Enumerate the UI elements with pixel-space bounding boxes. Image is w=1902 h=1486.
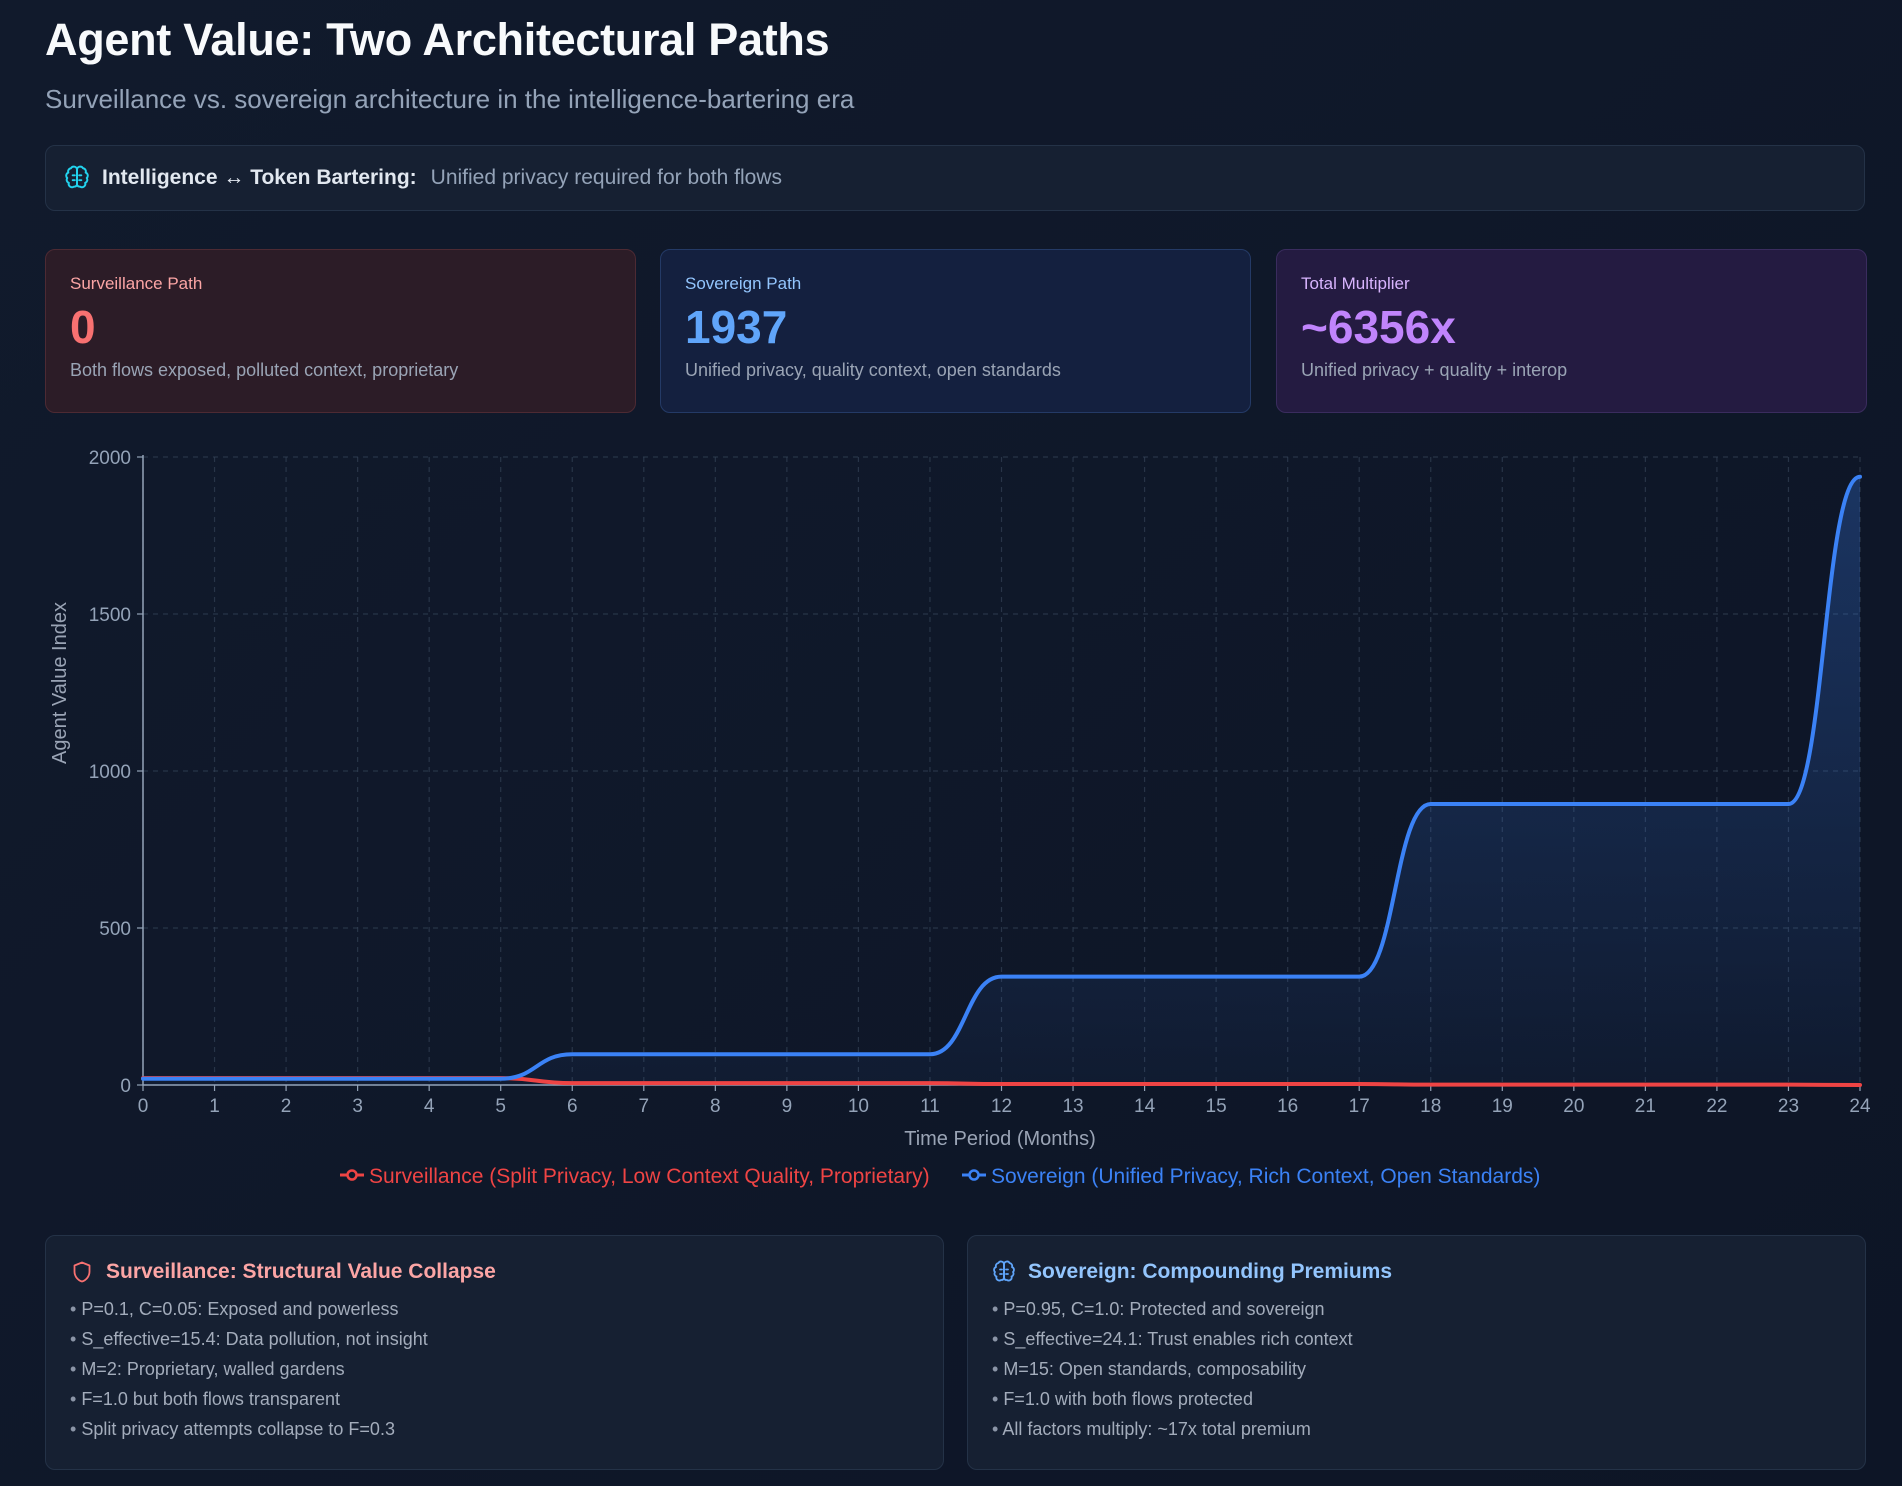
- surveillance-panel: Surveillance: Structural Value Collapse …: [45, 1235, 944, 1470]
- list-item: All factors multiply: ~17x total premium: [992, 1414, 1841, 1444]
- sovereign-series-line: [141, 474, 1862, 1081]
- list-item: S_effective=24.1: Trust enables rich con…: [992, 1324, 1841, 1354]
- list-item: Split privacy attempts collapse to F=0.3: [70, 1414, 919, 1444]
- x-tick-label: 10: [848, 1096, 869, 1117]
- x-tick-label: 3: [352, 1096, 363, 1117]
- x-tick-label: 24: [1849, 1096, 1871, 1117]
- banner-label: Intelligence ↔ Token Bartering:: [102, 166, 417, 189]
- sovereign-panel: Sovereign: Compounding Premiums P=0.95, …: [967, 1235, 1866, 1470]
- shield-icon: [70, 1260, 94, 1284]
- page-title: Agent Value: Two Architectural Paths: [45, 14, 830, 65]
- legend-dot-marker: [346, 1169, 358, 1181]
- y-tick-label: 1500: [89, 605, 131, 626]
- panel-title: Sovereign: Compounding Premiums: [1028, 1260, 1393, 1283]
- panel-title: Surveillance: Structural Value Collapse: [106, 1260, 496, 1283]
- card-value: 1937: [685, 301, 788, 353]
- legend-label: Sovereign (Unified Privacy, Rich Context…: [991, 1165, 1540, 1188]
- page-subtitle: Surveillance vs. sovereign architecture …: [45, 84, 855, 114]
- card-label: Sovereign Path: [685, 274, 802, 293]
- x-tick-label: 19: [1492, 1096, 1513, 1117]
- x-tick-label: 15: [1206, 1096, 1227, 1117]
- card-description: Unified privacy, quality context, open s…: [685, 360, 1061, 380]
- x-tick-label: 13: [1062, 1096, 1083, 1117]
- y-tick-label: 500: [99, 919, 131, 940]
- brain-icon: [64, 165, 90, 191]
- x-tick-label: 0: [138, 1096, 149, 1117]
- x-tick-label: 7: [639, 1096, 650, 1117]
- y-axis-label: Agent Value Index: [49, 602, 71, 764]
- legend-dot-marker: [968, 1169, 980, 1181]
- list-item: F=1.0 with both flows protected: [992, 1384, 1841, 1414]
- x-tick-label: 11: [920, 1096, 940, 1117]
- x-tick-label: 2: [281, 1096, 292, 1117]
- sovereign-area-fill: [143, 476, 1860, 1086]
- x-axis-label: Time Period (Months): [904, 1128, 1096, 1150]
- info-banner: Intelligence ↔ Token Bartering: Unified …: [45, 145, 1865, 211]
- x-tick-label: 18: [1420, 1096, 1441, 1117]
- list-item: M=15: Open standards, composability: [992, 1354, 1841, 1384]
- y-tick-label: 0: [120, 1076, 131, 1097]
- x-tick-label: 22: [1706, 1096, 1727, 1117]
- x-tick-label: 12: [991, 1096, 1012, 1117]
- x-tick-label: 9: [782, 1096, 793, 1117]
- surveillance-factor-list: P=0.1, C=0.05: Exposed and powerless S_e…: [70, 1294, 919, 1444]
- card-description: Both flows exposed, polluted context, pr…: [70, 360, 459, 380]
- list-item: M=2: Proprietary, walled gardens: [70, 1354, 919, 1384]
- brain-icon: [992, 1260, 1016, 1284]
- card-description: Unified privacy + quality + interop: [1301, 360, 1568, 380]
- x-tick-label: 5: [495, 1096, 506, 1117]
- legend-item-surveillance[interactable]: Surveillance (Split Privacy, Low Context…: [340, 1165, 930, 1188]
- x-tick-label: 4: [424, 1096, 435, 1117]
- x-tick-label: 17: [1349, 1096, 1370, 1117]
- x-tick-label: 21: [1635, 1096, 1656, 1117]
- chart-series: [141, 474, 1862, 1087]
- y-tick-label: 2000: [89, 448, 131, 469]
- banner-text: Unified privacy required for both flows: [430, 166, 783, 189]
- card-label: Total Multiplier: [1301, 274, 1410, 293]
- y-tick-label: 1000: [89, 762, 131, 783]
- x-tick-label: 20: [1563, 1096, 1584, 1117]
- card-value: ~6356x: [1301, 301, 1456, 353]
- agent-value-chart: 0 1 2 3 4 5 6 7 8 9 10 11 12 13 14 15 16 17 18 19 20 21 22 23 24…: [49, 448, 1871, 1188]
- chart-legend[interactable]: Surveillance (Split Privacy, Low Context…: [340, 1165, 1540, 1188]
- card-value: 0: [70, 301, 96, 353]
- list-item: P=0.95, C=1.0: Protected and sovereign: [992, 1294, 1841, 1324]
- multiplier-card: Total Multiplier ~6356x Unified privacy …: [1276, 249, 1867, 413]
- x-tick-label: 23: [1778, 1096, 1799, 1117]
- card-label: Surveillance Path: [70, 274, 203, 293]
- list-item: S_effective=15.4: Data pollution, not in…: [70, 1324, 919, 1354]
- legend-item-sovereign[interactable]: Sovereign (Unified Privacy, Rich Context…: [962, 1165, 1540, 1188]
- x-tick-label: 8: [710, 1096, 721, 1117]
- x-tick-label: 14: [1134, 1096, 1156, 1117]
- surveillance-card: Surveillance Path 0 Both flows exposed, …: [45, 249, 636, 413]
- x-tick-label: 16: [1277, 1096, 1298, 1117]
- list-item: P=0.1, C=0.05: Exposed and powerless: [70, 1294, 919, 1324]
- list-item: F=1.0 but both flows transparent: [70, 1384, 919, 1414]
- x-tick-label: 6: [567, 1096, 578, 1117]
- legend-label: Surveillance (Split Privacy, Low Context…: [369, 1165, 930, 1188]
- sovereign-card: Sovereign Path 1937 Unified privacy, qua…: [660, 249, 1251, 413]
- sovereign-factor-list: P=0.95, C=1.0: Protected and sovereign S…: [992, 1294, 1841, 1444]
- x-tick-label: 1: [209, 1096, 220, 1117]
